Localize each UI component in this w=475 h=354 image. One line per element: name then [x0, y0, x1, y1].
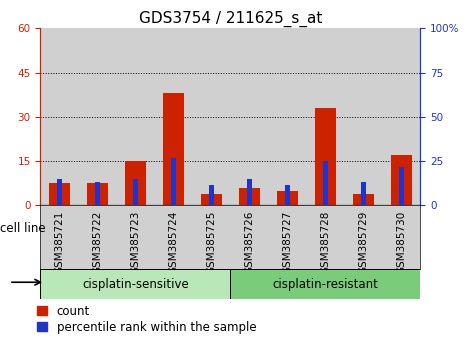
Bar	[40, 28, 78, 205]
Bar	[399, 167, 404, 205]
Bar	[40, 269, 230, 299]
Text: GSM385721: GSM385721	[54, 210, 65, 274]
Bar	[247, 179, 252, 205]
Bar	[361, 182, 366, 205]
Bar	[353, 194, 374, 205]
Text: cell line: cell line	[0, 222, 46, 235]
Text: GSM385726: GSM385726	[244, 210, 255, 274]
Bar	[163, 93, 184, 205]
Bar	[201, 194, 222, 205]
Bar	[87, 183, 108, 205]
Bar	[239, 188, 260, 205]
Bar	[382, 28, 420, 205]
Bar	[391, 155, 412, 205]
Text: GSM385722: GSM385722	[92, 210, 103, 274]
Text: cisplatin-resistant: cisplatin-resistant	[273, 278, 378, 291]
Bar	[285, 185, 290, 205]
Bar	[78, 28, 116, 205]
Bar	[133, 179, 138, 205]
Bar	[230, 269, 420, 299]
Bar	[154, 28, 192, 205]
Bar	[57, 179, 62, 205]
Bar	[209, 185, 214, 205]
Bar	[268, 28, 306, 205]
Text: GSM385730: GSM385730	[396, 210, 407, 274]
Bar	[125, 161, 146, 205]
Legend: count, percentile rank within the sample: count, percentile rank within the sample	[37, 305, 256, 334]
Bar	[95, 182, 100, 205]
Bar	[49, 183, 70, 205]
Bar	[277, 190, 298, 205]
Bar	[306, 28, 344, 205]
Text: GSM385723: GSM385723	[130, 210, 141, 274]
Bar	[230, 28, 268, 205]
Bar	[315, 108, 336, 205]
Text: GSM385729: GSM385729	[358, 210, 369, 274]
Bar	[171, 158, 176, 205]
Text: GSM385727: GSM385727	[282, 210, 293, 274]
Bar	[344, 28, 382, 205]
Title: GDS3754 / 211625_s_at: GDS3754 / 211625_s_at	[139, 11, 322, 27]
Text: GSM385728: GSM385728	[320, 210, 331, 274]
Bar	[116, 28, 154, 205]
Text: cisplatin-sensitive: cisplatin-sensitive	[82, 278, 189, 291]
Bar	[192, 28, 230, 205]
Text: GSM385724: GSM385724	[168, 210, 179, 274]
Bar	[323, 161, 328, 205]
Text: GSM385725: GSM385725	[206, 210, 217, 274]
